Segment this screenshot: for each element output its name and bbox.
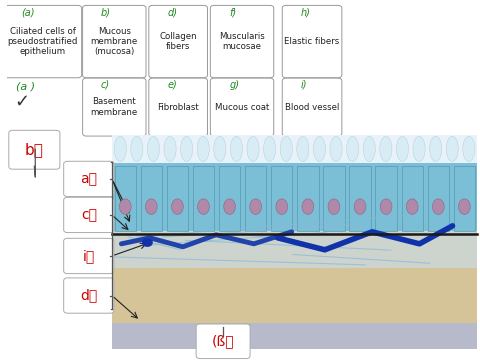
Ellipse shape: [264, 136, 276, 161]
Ellipse shape: [330, 136, 342, 161]
Circle shape: [78, 205, 104, 225]
Ellipse shape: [214, 136, 226, 161]
Ellipse shape: [432, 199, 444, 215]
FancyBboxPatch shape: [64, 278, 114, 313]
Text: i〉: i〉: [83, 249, 95, 263]
Bar: [112, 208, 477, 268]
FancyBboxPatch shape: [64, 197, 114, 233]
Bar: [219, 166, 240, 231]
Ellipse shape: [347, 136, 359, 161]
FancyBboxPatch shape: [149, 78, 207, 136]
Ellipse shape: [120, 199, 131, 215]
Ellipse shape: [302, 199, 314, 215]
Ellipse shape: [114, 136, 126, 161]
Ellipse shape: [380, 136, 392, 161]
Ellipse shape: [224, 199, 236, 215]
Text: Collagen
fibers: Collagen fibers: [159, 32, 197, 51]
FancyBboxPatch shape: [149, 5, 207, 78]
FancyBboxPatch shape: [64, 238, 114, 274]
FancyBboxPatch shape: [64, 161, 114, 197]
Text: e): e): [168, 80, 178, 90]
Text: Basement
membrane: Basement membrane: [91, 98, 138, 117]
Bar: [245, 166, 266, 231]
FancyBboxPatch shape: [83, 78, 146, 136]
Text: d): d): [168, 7, 178, 17]
Bar: [428, 166, 449, 231]
Text: (a ): (a ): [16, 81, 36, 91]
Text: b〉: b〉: [25, 142, 44, 157]
FancyBboxPatch shape: [210, 5, 274, 78]
Bar: [323, 166, 345, 231]
Bar: [141, 166, 162, 231]
Ellipse shape: [458, 199, 470, 215]
Text: ✓: ✓: [14, 93, 30, 111]
Bar: [454, 166, 475, 231]
Text: b): b): [101, 7, 110, 17]
Text: Mucous
membrane
(mucosa): Mucous membrane (mucosa): [91, 27, 138, 57]
Bar: [112, 135, 477, 163]
Bar: [112, 324, 477, 349]
Bar: [297, 166, 319, 231]
Ellipse shape: [396, 136, 408, 161]
Ellipse shape: [297, 136, 309, 161]
Ellipse shape: [250, 199, 262, 215]
Ellipse shape: [197, 136, 209, 161]
Ellipse shape: [145, 199, 157, 215]
Ellipse shape: [276, 199, 288, 215]
Bar: [271, 166, 292, 231]
FancyBboxPatch shape: [282, 78, 342, 136]
Text: Blood vessel: Blood vessel: [285, 103, 339, 112]
Text: Fibroblast: Fibroblast: [157, 103, 199, 112]
Bar: [115, 166, 136, 231]
Text: g): g): [229, 80, 239, 90]
FancyBboxPatch shape: [282, 5, 342, 78]
Text: f): f): [229, 7, 236, 17]
Ellipse shape: [147, 136, 159, 161]
Text: Muscularis
mucosae: Muscularis mucosae: [219, 32, 265, 51]
Ellipse shape: [407, 199, 418, 215]
Bar: [375, 166, 397, 231]
FancyBboxPatch shape: [83, 5, 146, 78]
Ellipse shape: [430, 136, 442, 161]
Ellipse shape: [363, 136, 375, 161]
Ellipse shape: [354, 199, 366, 215]
Ellipse shape: [313, 136, 325, 161]
FancyBboxPatch shape: [196, 324, 250, 359]
Text: c): c): [101, 80, 110, 90]
Bar: [112, 161, 477, 231]
Bar: [112, 135, 477, 349]
Text: Mucous coat: Mucous coat: [215, 103, 269, 112]
Ellipse shape: [180, 136, 193, 161]
Ellipse shape: [171, 199, 183, 215]
FancyBboxPatch shape: [210, 78, 274, 136]
Text: h): h): [300, 7, 310, 17]
Text: d〉: d〉: [80, 289, 97, 302]
Ellipse shape: [328, 199, 340, 215]
Ellipse shape: [198, 199, 209, 215]
Bar: [401, 166, 423, 231]
Text: (a): (a): [21, 7, 35, 17]
Ellipse shape: [446, 136, 458, 161]
Bar: [167, 166, 188, 231]
FancyBboxPatch shape: [9, 130, 60, 169]
Ellipse shape: [247, 136, 259, 161]
FancyBboxPatch shape: [4, 5, 82, 78]
Circle shape: [143, 239, 152, 246]
Bar: [193, 166, 214, 231]
Ellipse shape: [164, 136, 176, 161]
Ellipse shape: [131, 136, 143, 161]
Ellipse shape: [380, 199, 392, 215]
Text: i): i): [300, 80, 307, 90]
Text: Ciliated cells of
pseudostratified
epithelium: Ciliated cells of pseudostratified epith…: [8, 27, 78, 57]
Text: c〉: c〉: [81, 208, 97, 222]
Ellipse shape: [413, 136, 425, 161]
Text: a〉: a〉: [80, 172, 97, 186]
Text: (ß〉: (ß〉: [212, 334, 234, 348]
Bar: [349, 166, 371, 231]
Ellipse shape: [463, 136, 475, 161]
Ellipse shape: [280, 136, 292, 161]
Ellipse shape: [230, 136, 242, 161]
Text: Elastic fibers: Elastic fibers: [285, 37, 340, 46]
